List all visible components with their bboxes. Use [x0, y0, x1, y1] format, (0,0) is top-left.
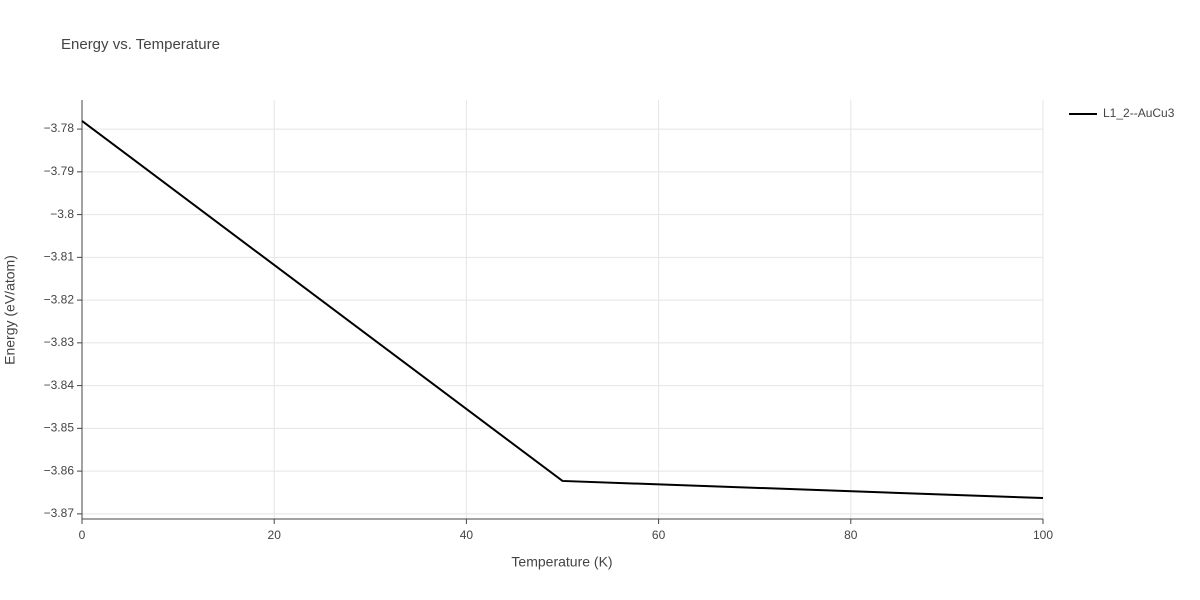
y-tick-label: −3.84 — [44, 378, 75, 392]
y-tick-label: −3.82 — [44, 292, 75, 306]
x-tick-label: 80 — [844, 528, 858, 542]
y-tick-label: −3.87 — [44, 506, 75, 520]
y-tick-label: −3.85 — [44, 421, 75, 435]
y-tick-label: −3.83 — [44, 335, 75, 349]
legend-label: L1_2--AuCu3 — [1103, 106, 1175, 120]
x-tick-label: 40 — [460, 528, 474, 542]
x-axis-title: Temperature (K) — [511, 554, 612, 570]
chart-title: Energy vs. Temperature — [61, 36, 220, 53]
x-tick-label: 60 — [652, 528, 666, 542]
y-tick-label: −3.78 — [44, 121, 75, 135]
y-tick-label: −3.86 — [44, 463, 75, 477]
y-tick-label: −3.81 — [44, 250, 75, 264]
x-tick-label: 20 — [268, 528, 282, 542]
x-tick-label: 0 — [79, 528, 86, 542]
y-tick-label: −3.79 — [44, 164, 75, 178]
y-tick-label: −3.8 — [50, 207, 74, 221]
data-line — [81, 120, 1044, 500]
x-tick-label: 100 — [1033, 528, 1053, 542]
y-axis-title: Energy (eV/atom) — [2, 255, 18, 365]
